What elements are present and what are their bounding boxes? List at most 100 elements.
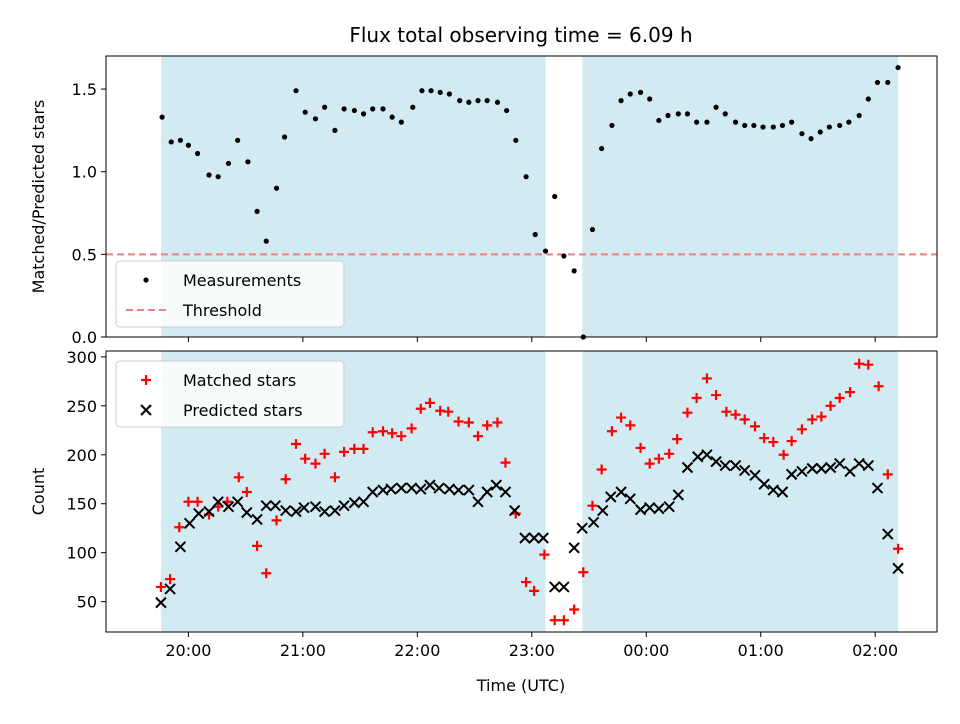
data-point	[704, 119, 710, 125]
chart-title: Flux total observing time = 6.09 h	[349, 23, 692, 47]
data-point	[261, 568, 272, 579]
data-point	[711, 390, 722, 401]
data-point	[165, 574, 176, 585]
series-1	[155, 449, 904, 609]
x-tick-label: 00:00	[623, 641, 669, 660]
data-point	[193, 507, 205, 520]
data-point	[164, 583, 176, 595]
data-point	[174, 541, 187, 553]
data-point	[882, 528, 894, 540]
data-point	[508, 504, 521, 517]
ratio-panel: 0.0 0.5 1.0 1.5 Matched/Predicted stars Measu…	[29, 55, 938, 347]
data-point	[457, 98, 463, 104]
data-point	[329, 472, 340, 483]
data-point	[853, 457, 865, 470]
data-point	[749, 469, 761, 482]
data-point	[596, 464, 607, 475]
data-point	[776, 486, 789, 498]
y-axis-label: Count	[29, 468, 48, 516]
y-tick-label: 300	[66, 348, 97, 367]
data-point	[561, 253, 567, 259]
data-point	[494, 99, 501, 105]
data-point	[750, 421, 761, 432]
y-tick-label: 1.5	[72, 80, 97, 99]
data-point	[710, 455, 722, 468]
data-point	[472, 496, 484, 508]
data-point	[529, 585, 540, 596]
x-tick-label: 20:00	[165, 641, 211, 660]
data-point	[558, 581, 570, 593]
data-point	[874, 79, 881, 86]
legend-marker	[143, 277, 149, 283]
data-point	[758, 478, 770, 490]
data-point	[637, 89, 644, 95]
data-point	[760, 124, 766, 130]
data-point	[834, 392, 845, 403]
data-point	[844, 465, 856, 478]
data-point	[799, 131, 805, 137]
data-point	[389, 114, 395, 120]
data-point	[606, 426, 617, 437]
data-point	[339, 446, 350, 457]
data-point	[322, 104, 328, 110]
y-tick-label: 250	[66, 397, 97, 416]
data-point	[252, 540, 263, 551]
data-point	[873, 381, 884, 392]
y-tick-label: 100	[66, 544, 97, 563]
data-point	[618, 98, 624, 104]
data-point	[701, 373, 712, 384]
data-point	[415, 483, 427, 495]
data-point	[492, 417, 503, 428]
data-point	[473, 431, 484, 442]
data-point	[768, 437, 779, 448]
data-point	[271, 515, 282, 526]
x-axis-label: Time (UTC)	[476, 676, 565, 695]
data-point	[856, 112, 862, 119]
data-point	[833, 457, 846, 470]
data-point	[738, 464, 751, 477]
data-point	[504, 107, 510, 114]
series-0	[155, 358, 904, 626]
data-point	[817, 129, 823, 135]
data-point	[300, 453, 311, 464]
data-point	[484, 98, 490, 104]
data-point	[845, 387, 856, 398]
x-tick-label: 23:00	[509, 641, 555, 660]
x-tick-label: 01:00	[738, 641, 784, 660]
y-tick-label: 1.0	[72, 163, 97, 182]
data-point	[410, 104, 416, 110]
y-axis-label: Matched/Predicted stars	[29, 100, 48, 294]
data-point	[539, 549, 550, 560]
data-point	[681, 461, 694, 474]
data-point	[215, 174, 221, 180]
data-point	[865, 96, 871, 102]
data-point	[310, 458, 321, 469]
data-point	[786, 436, 797, 447]
data-point	[837, 122, 843, 129]
data-point	[721, 406, 732, 417]
data-point	[892, 562, 904, 575]
data-point	[419, 88, 425, 94]
data-point	[443, 406, 454, 417]
legend-box	[115, 360, 345, 428]
data-point	[437, 89, 443, 95]
data-point	[521, 577, 532, 588]
data-point	[862, 459, 875, 472]
data-point	[298, 501, 310, 514]
data-point	[532, 231, 538, 238]
data-point	[499, 486, 512, 498]
data-point	[663, 500, 675, 513]
data-point	[358, 443, 369, 454]
data-point	[895, 64, 901, 71]
data-point	[616, 412, 627, 423]
data-point	[183, 496, 194, 507]
legend-label: Threshold	[182, 301, 262, 320]
legend-box	[115, 260, 345, 328]
data-point	[513, 137, 519, 143]
data-point	[634, 503, 647, 516]
data-point	[290, 505, 302, 518]
data-point	[694, 119, 700, 125]
data-point	[542, 248, 549, 254]
data-point	[751, 122, 757, 129]
data-point	[341, 106, 347, 112]
